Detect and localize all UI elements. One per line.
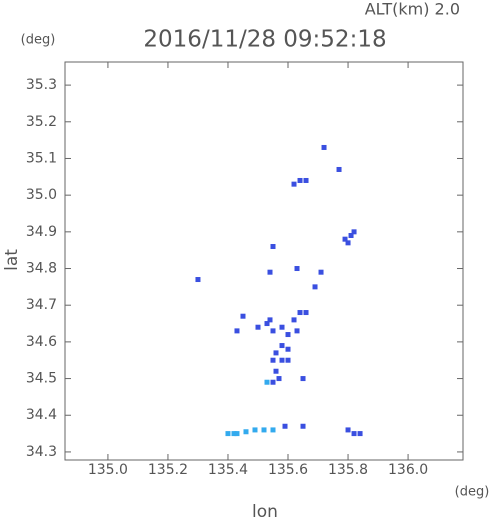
plot-frame: [64, 61, 464, 461]
y-tick-label: 34.7: [26, 297, 57, 313]
echo-cell: [294, 328, 300, 334]
echo-cell: [234, 431, 240, 437]
echo-cell: [342, 236, 348, 242]
y-tick-label: 34.8: [26, 261, 57, 277]
echo-cell: [240, 313, 246, 319]
echo-cell: [270, 427, 276, 433]
y-axis-label: lat: [2, 249, 22, 271]
x-tick-label: 135.4: [208, 462, 248, 478]
echo-cell: [318, 269, 324, 275]
echo-cell: [264, 321, 270, 327]
echo-cell: [285, 332, 291, 338]
echo-cell: [264, 379, 270, 385]
echo-cell: [300, 423, 306, 429]
y-tick-label: 35.3: [26, 77, 57, 93]
echo-cell: [345, 240, 351, 246]
echo-cell: [303, 177, 309, 183]
y-unit: (deg): [21, 33, 56, 48]
echo-cell: [348, 233, 354, 239]
echo-cell: [351, 229, 357, 235]
echo-cell: [273, 368, 279, 374]
y-tick-label: 34.9: [26, 224, 57, 240]
echo-cell: [225, 431, 231, 437]
echo-cell: [336, 166, 342, 172]
echo-cell: [234, 328, 240, 334]
echo-cell: [297, 310, 303, 316]
echo-cell: [243, 429, 249, 435]
echo-cell: [291, 317, 297, 323]
y-tick-label: 34.4: [26, 407, 57, 423]
echo-cell: [270, 328, 276, 334]
echo-cell: [195, 277, 201, 283]
echo-cell: [273, 350, 279, 356]
echo-cell: [270, 244, 276, 250]
echo-cell: [303, 310, 309, 316]
echo-cell: [297, 177, 303, 183]
echo-cell: [300, 376, 306, 382]
y-tick-label: 34.5: [26, 371, 57, 387]
x-unit: (deg): [455, 485, 490, 500]
echo-cell: [285, 346, 291, 352]
y-tick-label: 34.3: [26, 444, 57, 460]
echo-cell: [270, 379, 276, 385]
echo-cell: [270, 357, 276, 363]
y-tick-label: 35.0: [26, 187, 57, 203]
echo-cell: [276, 376, 282, 382]
altitude-label: ALT(km) 2.0: [365, 0, 460, 19]
x-tick-label: 135.2: [148, 462, 188, 478]
echo-cell: [345, 427, 351, 433]
x-tick-label: 135.6: [268, 462, 308, 478]
echo-cell: [279, 324, 285, 330]
y-tick-label: 35.2: [26, 114, 57, 130]
x-axis-label: lon: [252, 502, 278, 521]
echo-cell: [267, 317, 273, 323]
echo-cell: [312, 284, 318, 290]
echo-cell: [294, 266, 300, 272]
echo-cell: [261, 427, 267, 433]
y-tick-label: 34.6: [26, 334, 57, 350]
echo-cell: [282, 423, 288, 429]
echo-cell: [291, 181, 297, 187]
echo-cell: [255, 324, 261, 330]
echo-cell: [279, 343, 285, 349]
x-tick-label: 135.0: [88, 462, 128, 478]
echo-cell: [279, 357, 285, 363]
echo-cell: [267, 269, 273, 275]
echo-cell: [252, 427, 258, 433]
echo-cell: [321, 144, 327, 150]
chart-title: 2016/11/28 09:52:18: [143, 27, 386, 53]
x-tick-label: 135.8: [328, 462, 368, 478]
echo-cell: [285, 357, 291, 363]
echo-cell: [231, 431, 237, 437]
y-tick-label: 35.1: [26, 150, 57, 166]
x-tick-label: 136.0: [388, 462, 428, 478]
echo-cell: [351, 431, 357, 437]
echo-cell: [357, 431, 363, 437]
